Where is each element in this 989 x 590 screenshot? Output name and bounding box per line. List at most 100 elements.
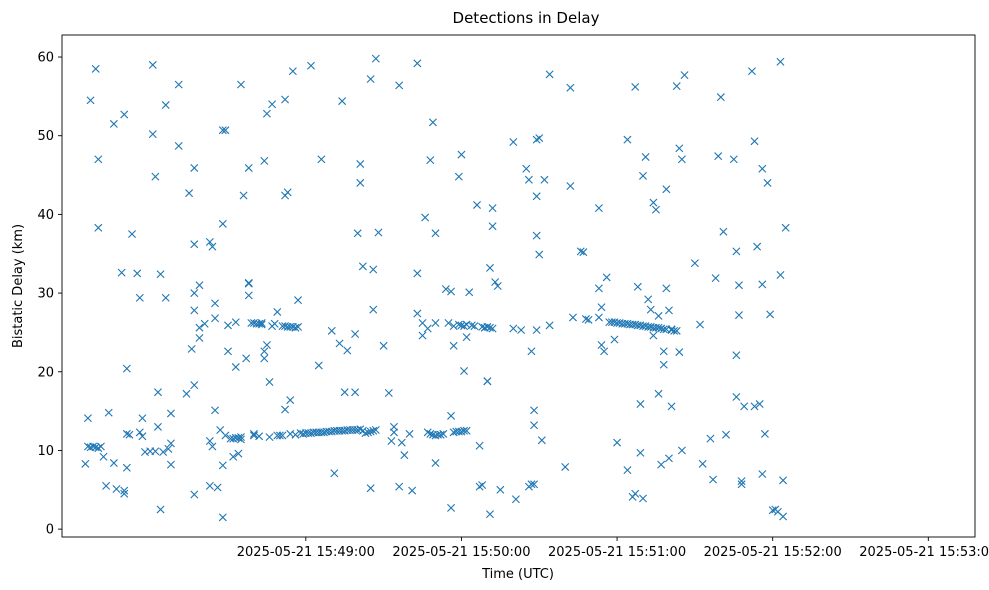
data-point [387,437,396,445]
data-point [208,242,217,251]
chart-title: Detections in Delay [453,9,600,27]
data-point [229,452,238,461]
data-point [195,333,204,342]
data-point [664,454,673,463]
data-point [156,270,165,279]
data-point [517,326,526,335]
data-point [314,361,323,370]
x-axis-title: Time (UTC) [481,567,554,582]
data-point [426,429,435,438]
data-point [734,281,743,290]
data-point [260,347,269,356]
data-point [511,495,520,504]
data-point [716,93,725,102]
data-point [83,414,92,423]
data-point [151,447,160,456]
data-point [734,311,743,320]
data-point [532,192,541,201]
y-tick-label: 50 [37,129,54,144]
data-point [112,485,121,493]
data-point [421,213,430,222]
data-point [597,303,606,312]
data-point [532,231,541,240]
data-point [273,307,282,316]
data-point [255,432,264,441]
data-point [460,366,469,375]
data-point [431,459,440,468]
data-point [174,80,183,89]
data-point [255,319,264,328]
data-point [667,326,676,335]
data-point [581,315,590,324]
data-point [781,223,790,232]
data-point [545,321,554,330]
data-point [218,513,227,522]
y-tick-label: 20 [37,365,54,380]
data-point [408,486,417,495]
data-point [462,333,471,342]
data-point [257,320,266,329]
data-point [579,248,588,257]
data-point [122,364,131,373]
data-point [467,321,476,330]
y-tick-label: 60 [37,51,54,66]
data-point [91,64,100,73]
data-point [584,315,593,324]
y-axis: 0 10 20 30 40 50 60 [37,51,62,538]
data-point [732,392,741,401]
data-point [426,156,435,165]
data-point [675,348,684,357]
data-point [200,319,209,328]
data-point [732,247,741,256]
data-point [366,427,375,436]
data-point [763,178,772,187]
data-point [597,341,606,350]
x-tick-label: 2025-05-21 15:49:00 [237,545,375,560]
data-point [737,477,746,486]
data-point [81,459,90,468]
data-point [153,422,162,431]
data-point [496,485,505,494]
data-point [423,324,432,333]
data-point [291,323,300,332]
data-point [623,466,632,475]
data-point [483,377,492,386]
data-point [631,489,640,498]
y-tick-label: 10 [37,444,54,459]
data-point [449,322,458,331]
data-point [436,430,445,439]
data-point [491,278,500,287]
data-point [709,475,718,484]
data-point [395,81,404,90]
data-point [473,200,481,209]
data-point [680,71,689,80]
data-point [374,228,383,237]
data-point [644,295,653,304]
data-point [439,429,448,438]
data-point [109,119,118,128]
data-point [190,381,199,390]
data-point [654,323,663,332]
data-point [361,429,370,438]
data-point [760,429,769,438]
data-point [667,402,676,411]
data-point [447,503,456,512]
data-point [317,155,326,164]
data-point [740,402,749,411]
data-point [478,481,487,490]
data-point [714,152,723,161]
data-point [307,61,315,70]
data-point [470,322,479,331]
data-point [600,347,609,356]
data-point [659,325,668,334]
data-point [283,188,292,197]
data-point [460,426,469,435]
data-point [120,110,129,119]
data-point [413,309,422,318]
data-point [86,96,95,105]
data-point [218,219,227,228]
data-point [566,83,575,92]
data-point [242,354,251,363]
data-point [120,486,129,495]
